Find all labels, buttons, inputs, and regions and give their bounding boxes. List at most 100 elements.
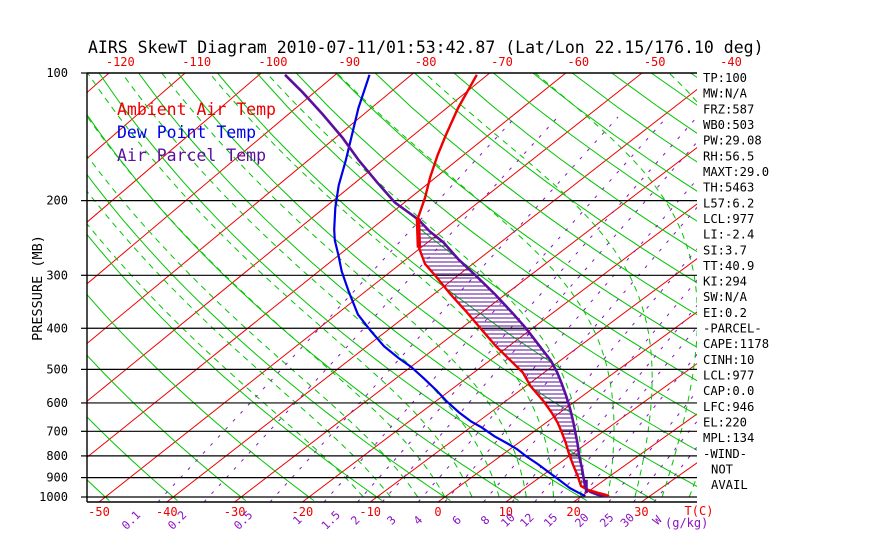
panel-index-line: MPL:134 — [703, 431, 754, 445]
moist-adiabat-line — [87, 73, 473, 498]
mixing-axis-unit-w: W — [650, 513, 665, 528]
dry-adiabat-line — [493, 73, 697, 222]
pressure-axis-title: PRESSURE (MB) — [30, 235, 46, 341]
legend-air-parcel-temp: Air Parcel Temp — [117, 146, 266, 165]
plot-frame — [86, 72, 697, 503]
moist-adiabat-line — [87, 154, 419, 498]
isotherm-line — [87, 73, 491, 402]
mixing-ratio-line — [157, 116, 516, 502]
panel-index-line: -PARCEL- — [703, 322, 762, 336]
pressure-tick-label: 700 — [46, 424, 68, 438]
bottom-temp-tick-label: 30 — [634, 505, 648, 519]
bottom-temp-tick-label: -50 — [88, 505, 110, 519]
panel-index-line: NOT — [711, 463, 734, 477]
top-temp-tick-label: -40 — [720, 55, 742, 69]
bottom-temp-tick-label: 10 — [499, 505, 513, 519]
panel-index-line: LFC:946 — [703, 400, 754, 414]
temp-axis-unit: T(C) — [685, 504, 714, 518]
moist-adiabat-line — [161, 73, 527, 498]
panel-index-line: SW:N/A — [703, 290, 748, 304]
dry-adiabat-line — [335, 73, 697, 348]
bottom-temp-tick-label: -40 — [156, 505, 178, 519]
panel-index-line: EI:0.2 — [703, 306, 747, 320]
pressure-tick-label: 800 — [46, 449, 68, 463]
dry-adiabat-line — [256, 73, 697, 416]
mixing-ratio-line — [357, 116, 697, 502]
moist-adiabat-line — [534, 73, 697, 498]
mixing-ratio-label: 4 — [410, 513, 425, 528]
moist-adiabat-line — [266, 73, 582, 498]
top-temp-tick-label: -100 — [259, 55, 288, 69]
panel-index-line: MAXT:29.0 — [703, 165, 769, 179]
dry-adiabat-line — [98, 73, 588, 502]
moist-adiabat-line — [121, 73, 500, 498]
panel-index-line: SI:3.7 — [703, 243, 747, 257]
mixing-ratio-line — [381, 141, 697, 502]
moist-adiabat-line — [424, 73, 653, 498]
dry-adiabat-line — [87, 113, 519, 502]
panel-index-line: CAP:0.0 — [703, 384, 754, 398]
isotherm-line — [234, 146, 697, 502]
legend-dew-point-temp: Dew Point Temp — [117, 123, 256, 142]
panel-index-line: LCL:977 — [703, 212, 754, 226]
panel-index-line: EL:220 — [703, 416, 747, 430]
panel-index-line: CAPE:1178 — [703, 337, 769, 351]
isobar-lines — [81, 72, 697, 498]
top-temp-tick-label: -110 — [182, 55, 211, 69]
bottom-temp-tick-label: 20 — [566, 505, 580, 519]
air-parcel-curve — [284, 73, 608, 498]
pressure-tick-label: 100 — [46, 66, 68, 80]
isotherm-line — [87, 73, 339, 285]
isotherm-line — [87, 73, 415, 345]
isotherm-line — [437, 311, 697, 502]
mixing-ratio-label: 3 — [384, 513, 399, 528]
isotherm-line — [369, 258, 697, 502]
top-temp-tick-label: -50 — [644, 55, 666, 69]
isotherm-line — [641, 462, 697, 502]
isotherm-line — [87, 73, 186, 160]
bottom-temp-tick-label: -20 — [292, 505, 314, 519]
mixing-ratio-label: 15 — [541, 510, 561, 530]
dry-adiabat-line — [177, 73, 697, 488]
top-temp-tick-label: -120 — [106, 55, 135, 69]
mixing-ratio-label: 6 — [449, 513, 464, 528]
dry-adiabat-line — [532, 73, 697, 192]
cape-hatch-area — [419, 221, 585, 487]
isotherm-line — [302, 203, 697, 502]
pressure-tick-label: 200 — [46, 194, 68, 208]
mixing-ratio-label: 25 — [597, 510, 617, 530]
mixing-ratio-label: 12 — [517, 510, 537, 530]
isotherm-line — [777, 63, 870, 502]
panel-index-line: AVAIL — [711, 478, 748, 492]
mixing-ratio-line — [203, 116, 559, 502]
dry-adiabat-line — [414, 73, 697, 284]
moist-adiabat-line — [87, 223, 364, 498]
dry-adiabat-line — [87, 354, 247, 501]
top-temp-tick-label: -90 — [338, 55, 360, 69]
dry-adiabat-line — [87, 416, 178, 501]
mixing-ratio-line — [269, 116, 619, 502]
sounding-curves — [284, 73, 610, 498]
panel-index-line: TT:40.9 — [703, 259, 754, 273]
el-marker-segment — [415, 218, 422, 248]
pressure-tick-label: 300 — [46, 268, 68, 282]
panel-index-line: KI:294 — [703, 275, 747, 289]
panel-index-line: RH:56.5 — [703, 149, 754, 163]
moist-adiabat-line — [336, 73, 615, 498]
panel-index-line: -WIND- — [703, 447, 747, 461]
panel-index-line: FRZ:587 — [703, 102, 754, 116]
panel-index-line: TP:100 — [703, 71, 747, 85]
moist-adiabat-line — [208, 73, 554, 498]
pressure-tick-label: 600 — [46, 396, 68, 410]
dry-adiabat-line — [87, 293, 315, 502]
panel-index-line: CINH:10 — [703, 353, 754, 367]
panel-index-line: PW:29.08 — [703, 134, 762, 148]
dry-adiabat-line — [217, 73, 697, 451]
top-temp-tick-label: -60 — [567, 55, 589, 69]
dry-adiabat-line — [295, 73, 697, 382]
isotherm-line — [573, 413, 697, 502]
panel-index-line: MW:N/A — [703, 87, 748, 101]
